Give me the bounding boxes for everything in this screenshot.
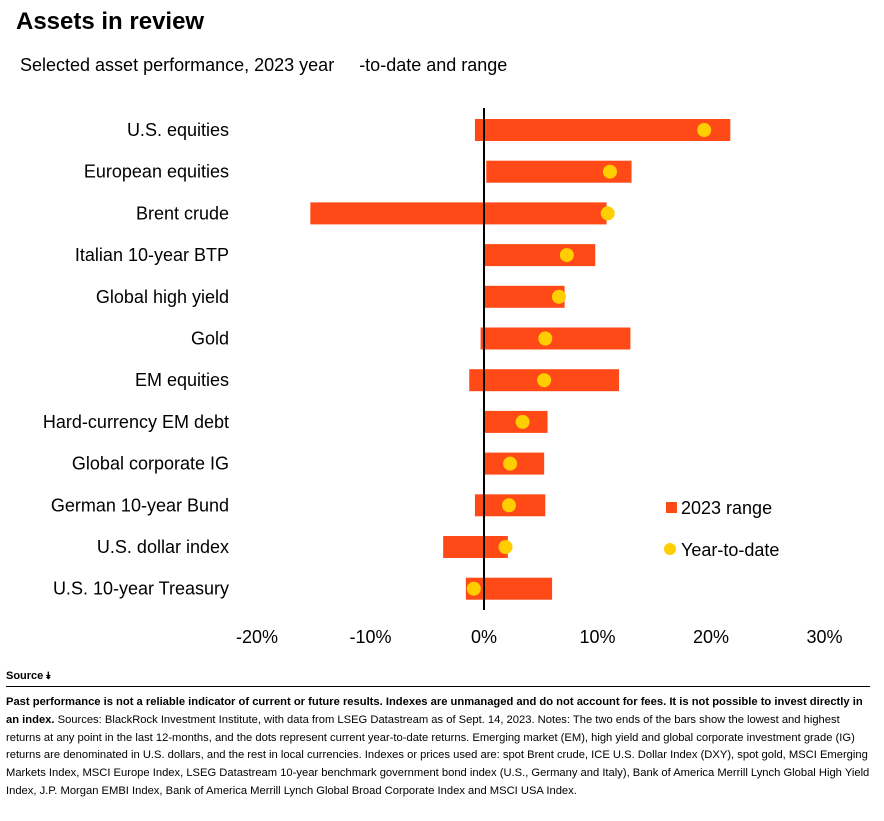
ytd-dot	[501, 498, 516, 513]
category-label: Global high yield	[96, 287, 229, 307]
chart-svg: U.S. equities European equities Brent crud…	[43, 108, 843, 647]
range-bar	[465, 577, 553, 600]
legend-range-swatch	[666, 502, 677, 513]
x-tick-label: -20%	[236, 627, 278, 647]
category-label: Gold	[191, 329, 229, 349]
footnote: Past performance is not a reliable indic…	[6, 694, 872, 801]
category-label: U.S. equities	[127, 120, 229, 140]
category-label: U.S. dollar index	[97, 537, 229, 557]
disclaimer-text: Sources: BlackRock Investment Institute,…	[6, 713, 870, 797]
category-label: Brent crude	[136, 203, 229, 223]
ytd-dot	[498, 540, 513, 554]
footer-divider	[6, 686, 870, 687]
range-bar	[486, 160, 632, 183]
chevron-double-down-icon: ⯯	[45, 671, 52, 682]
ytd-dot	[538, 331, 553, 346]
ytd-dot	[537, 373, 552, 388]
category-label: Italian 10-year BTP	[75, 245, 229, 265]
chart-subtitle: Selected asset performance, 2023 year -t…	[20, 55, 508, 75]
ytd-dot	[600, 206, 615, 221]
chart-title: Assets in review	[16, 8, 205, 35]
category-label: EM equities	[135, 370, 229, 390]
x-tick-label: 30%	[806, 627, 842, 647]
legend-ytd-label: Year-to-date	[681, 540, 779, 560]
ytd-dot	[503, 456, 518, 471]
category-label: Hard-currency EM debt	[43, 412, 229, 432]
x-tick-label: 0%	[471, 627, 497, 647]
ytd-dot	[559, 248, 574, 263]
ytd-dot	[602, 164, 617, 179]
source-label: Source	[6, 670, 44, 682]
source-toggle[interactable]: Source ⯯	[6, 670, 51, 682]
disclaimer-bold: Past performance is not a reliable indic…	[6, 696, 863, 726]
range-bar	[484, 285, 565, 308]
ytd-dot	[551, 289, 566, 304]
range-bar	[480, 327, 631, 350]
legend-ytd-swatch	[664, 543, 676, 555]
category-label: European equities	[84, 162, 229, 182]
range-bar	[443, 536, 508, 558]
category-label: U.S. 10-year Treasury	[53, 579, 229, 599]
category-label: German 10-year Bund	[51, 495, 229, 515]
ytd-dot	[697, 123, 712, 137]
x-tick-label: 10%	[579, 627, 615, 647]
range-bar	[474, 119, 731, 141]
range-bar	[310, 202, 607, 225]
x-tick-label: 20%	[693, 627, 729, 647]
ytd-dot	[466, 581, 481, 596]
legend-range-label: 2023 range	[681, 498, 772, 518]
ytd-dot	[515, 414, 530, 429]
x-tick-label: -10%	[349, 627, 391, 647]
category-label: Global corporate IG	[72, 454, 229, 474]
range-bar	[484, 244, 596, 267]
